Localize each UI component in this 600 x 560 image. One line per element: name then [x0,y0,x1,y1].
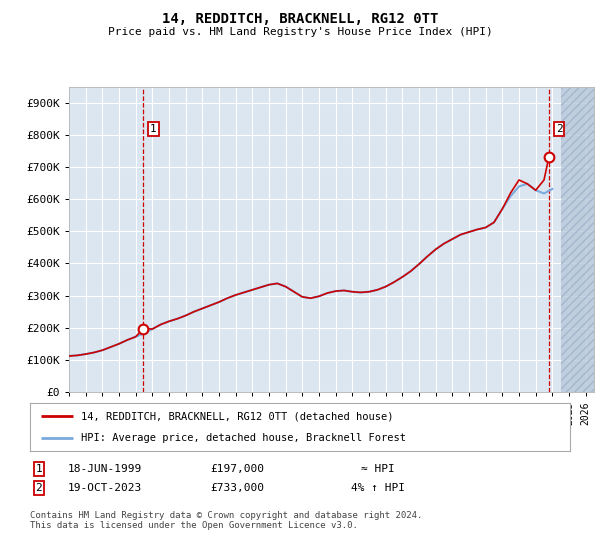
Text: £733,000: £733,000 [210,483,264,493]
Text: Price paid vs. HM Land Registry's House Price Index (HPI): Price paid vs. HM Land Registry's House … [107,27,493,37]
Text: £197,000: £197,000 [210,464,264,474]
Text: 1: 1 [35,464,43,474]
Text: 1: 1 [150,124,157,134]
Text: HPI: Average price, detached house, Bracknell Forest: HPI: Average price, detached house, Brac… [82,433,406,443]
Text: Contains HM Land Registry data © Crown copyright and database right 2024.
This d: Contains HM Land Registry data © Crown c… [30,511,422,530]
Text: 2: 2 [35,483,43,493]
Bar [560,87,594,392]
Text: 14, REDDITCH, BRACKNELL, RG12 0TT (detached house): 14, REDDITCH, BRACKNELL, RG12 0TT (detac… [82,411,394,421]
Text: 2: 2 [556,124,562,134]
Text: 4% ↑ HPI: 4% ↑ HPI [351,483,405,493]
Text: ≈ HPI: ≈ HPI [361,464,395,474]
Text: 14, REDDITCH, BRACKNELL, RG12 0TT: 14, REDDITCH, BRACKNELL, RG12 0TT [162,12,438,26]
Text: 18-JUN-1999: 18-JUN-1999 [68,464,142,474]
Text: 19-OCT-2023: 19-OCT-2023 [68,483,142,493]
